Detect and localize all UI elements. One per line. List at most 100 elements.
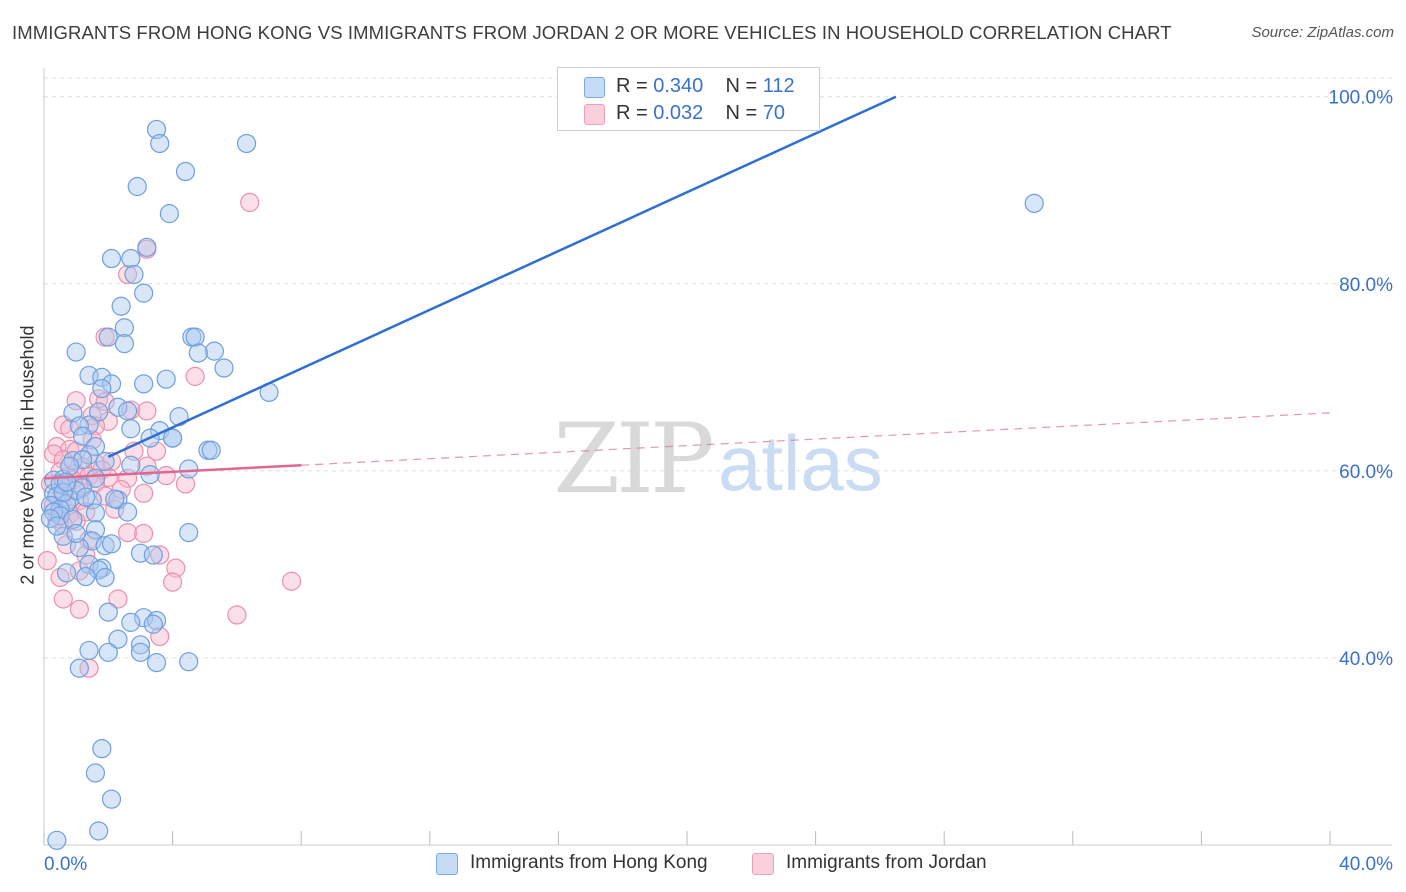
data-point-hong-kong: [179, 522, 199, 543]
data-point-hong-kong: [79, 640, 99, 661]
data-point-jordan: [134, 483, 154, 503]
data-point-jordan: [166, 558, 186, 578]
trend-line-jordan-extension: [301, 412, 1331, 466]
hong-kong-swatch: [584, 77, 605, 98]
data-point-hong-kong: [156, 369, 176, 389]
data-point-hong-kong: [121, 248, 141, 269]
data-point-jordan: [185, 366, 205, 386]
data-point-jordan: [150, 626, 170, 647]
axes: [43, 68, 1392, 846]
data-point-hong-kong: [76, 487, 96, 507]
data-point-hong-kong: [130, 642, 151, 662]
legend-label-hong-kong: Immigrants from Hong Kong: [470, 852, 708, 873]
data-point-hong-kong: [85, 763, 106, 783]
data-point-hong-kong: [111, 296, 131, 316]
data-point-hong-kong: [201, 440, 221, 460]
data-point-jordan: [240, 192, 260, 213]
data-point-hong-kong: [188, 343, 208, 363]
data-point-hong-kong: [40, 508, 61, 529]
data-point-jordan: [163, 572, 183, 592]
data-point-hong-kong: [79, 415, 99, 435]
series-hong-kong-points: [40, 119, 1044, 850]
legend-label-jordan: Immigrants from Jordan: [786, 852, 987, 873]
data-point-jordan: [117, 522, 138, 543]
data-point-jordan: [53, 589, 73, 609]
data-point-jordan: [111, 479, 131, 500]
jordan-swatch: [752, 853, 774, 875]
data-point-hong-kong: [60, 456, 80, 476]
data-point-jordan: [134, 523, 154, 544]
data-point-hong-kong: [66, 342, 86, 362]
data-point-hong-kong: [114, 334, 134, 354]
data-point-hong-kong: [179, 652, 199, 672]
correlation-legend: R = 0.340 N = 112 R = 0.032 N = 70: [557, 67, 820, 131]
data-point-hong-kong: [53, 482, 73, 502]
r-label: R =: [616, 102, 648, 124]
n-label: N =: [725, 75, 758, 97]
n-label: N =: [725, 102, 758, 124]
data-point-hong-kong: [69, 537, 89, 558]
data-point-hong-kong: [159, 204, 179, 224]
data-point-hong-kong: [79, 554, 99, 574]
data-point-hong-kong: [124, 264, 144, 285]
x-tick-label: 0.0%: [44, 854, 87, 875]
data-point-hong-kong: [114, 318, 134, 338]
data-point-jordan: [69, 599, 89, 619]
data-point-hong-kong: [179, 459, 199, 479]
data-point-hong-kong: [140, 464, 160, 485]
y-tick-label: 100.0%: [1329, 88, 1394, 109]
data-point-hong-kong: [146, 610, 167, 631]
data-point-hong-kong: [117, 502, 138, 522]
data-point-hong-kong: [92, 367, 112, 387]
data-point-hong-kong: [89, 402, 109, 422]
data-point-hong-kong: [121, 455, 141, 475]
data-point-hong-kong: [63, 450, 83, 471]
n-value-hong-kong: 112: [762, 75, 795, 97]
data-point-jordan: [60, 504, 80, 524]
data-point-hong-kong: [95, 536, 115, 556]
data-point-jordan: [281, 571, 302, 591]
trend-line-jordan: [43, 463, 302, 480]
data-point-hong-kong: [121, 419, 141, 439]
data-point-hong-kong: [127, 176, 147, 197]
data-point-hong-kong: [108, 397, 128, 417]
data-point-hong-kong: [146, 653, 167, 673]
data-point-hong-kong: [137, 237, 157, 257]
data-point-hong-kong: [101, 789, 122, 809]
data-point-hong-kong: [98, 642, 118, 662]
y-tick-label: 80.0%: [1339, 275, 1393, 296]
gridlines: [44, 77, 1392, 659]
data-point-hong-kong: [121, 612, 141, 632]
jordan-swatch: [584, 104, 605, 125]
hong-kong-swatch: [436, 853, 458, 875]
data-point-hong-kong: [98, 327, 118, 347]
data-point-jordan: [156, 465, 176, 486]
data-point-hong-kong: [108, 629, 128, 649]
data-point-jordan: [175, 474, 196, 494]
data-point-hong-kong: [101, 374, 122, 394]
data-point-hong-kong: [69, 416, 89, 436]
data-point-jordan: [37, 551, 57, 571]
trend-lines: [43, 95, 1331, 480]
data-point-hong-kong: [101, 534, 122, 554]
data-point-hong-kong: [143, 545, 163, 565]
x-tick-label: 40.0%: [1339, 854, 1393, 875]
data-point-hong-kong: [117, 401, 138, 421]
data-point-hong-kong: [69, 658, 89, 678]
data-point-hong-kong: [95, 567, 115, 588]
data-point-hong-kong: [214, 358, 234, 378]
r-label: R =: [616, 75, 648, 97]
data-point-hong-kong: [76, 566, 96, 587]
data-point-hong-kong: [105, 489, 125, 509]
data-point-hong-kong: [72, 426, 93, 446]
data-point-hong-kong: [163, 428, 183, 448]
watermark-atlas: atlas: [718, 419, 883, 507]
data-point-hong-kong: [134, 374, 154, 394]
data-point-hong-kong: [63, 509, 83, 530]
data-point-hong-kong: [236, 133, 257, 154]
r-value-hong-kong: 0.340: [653, 75, 704, 97]
data-point-jordan: [44, 444, 64, 464]
data-point-hong-kong: [85, 468, 106, 488]
data-point-jordan: [66, 391, 86, 411]
